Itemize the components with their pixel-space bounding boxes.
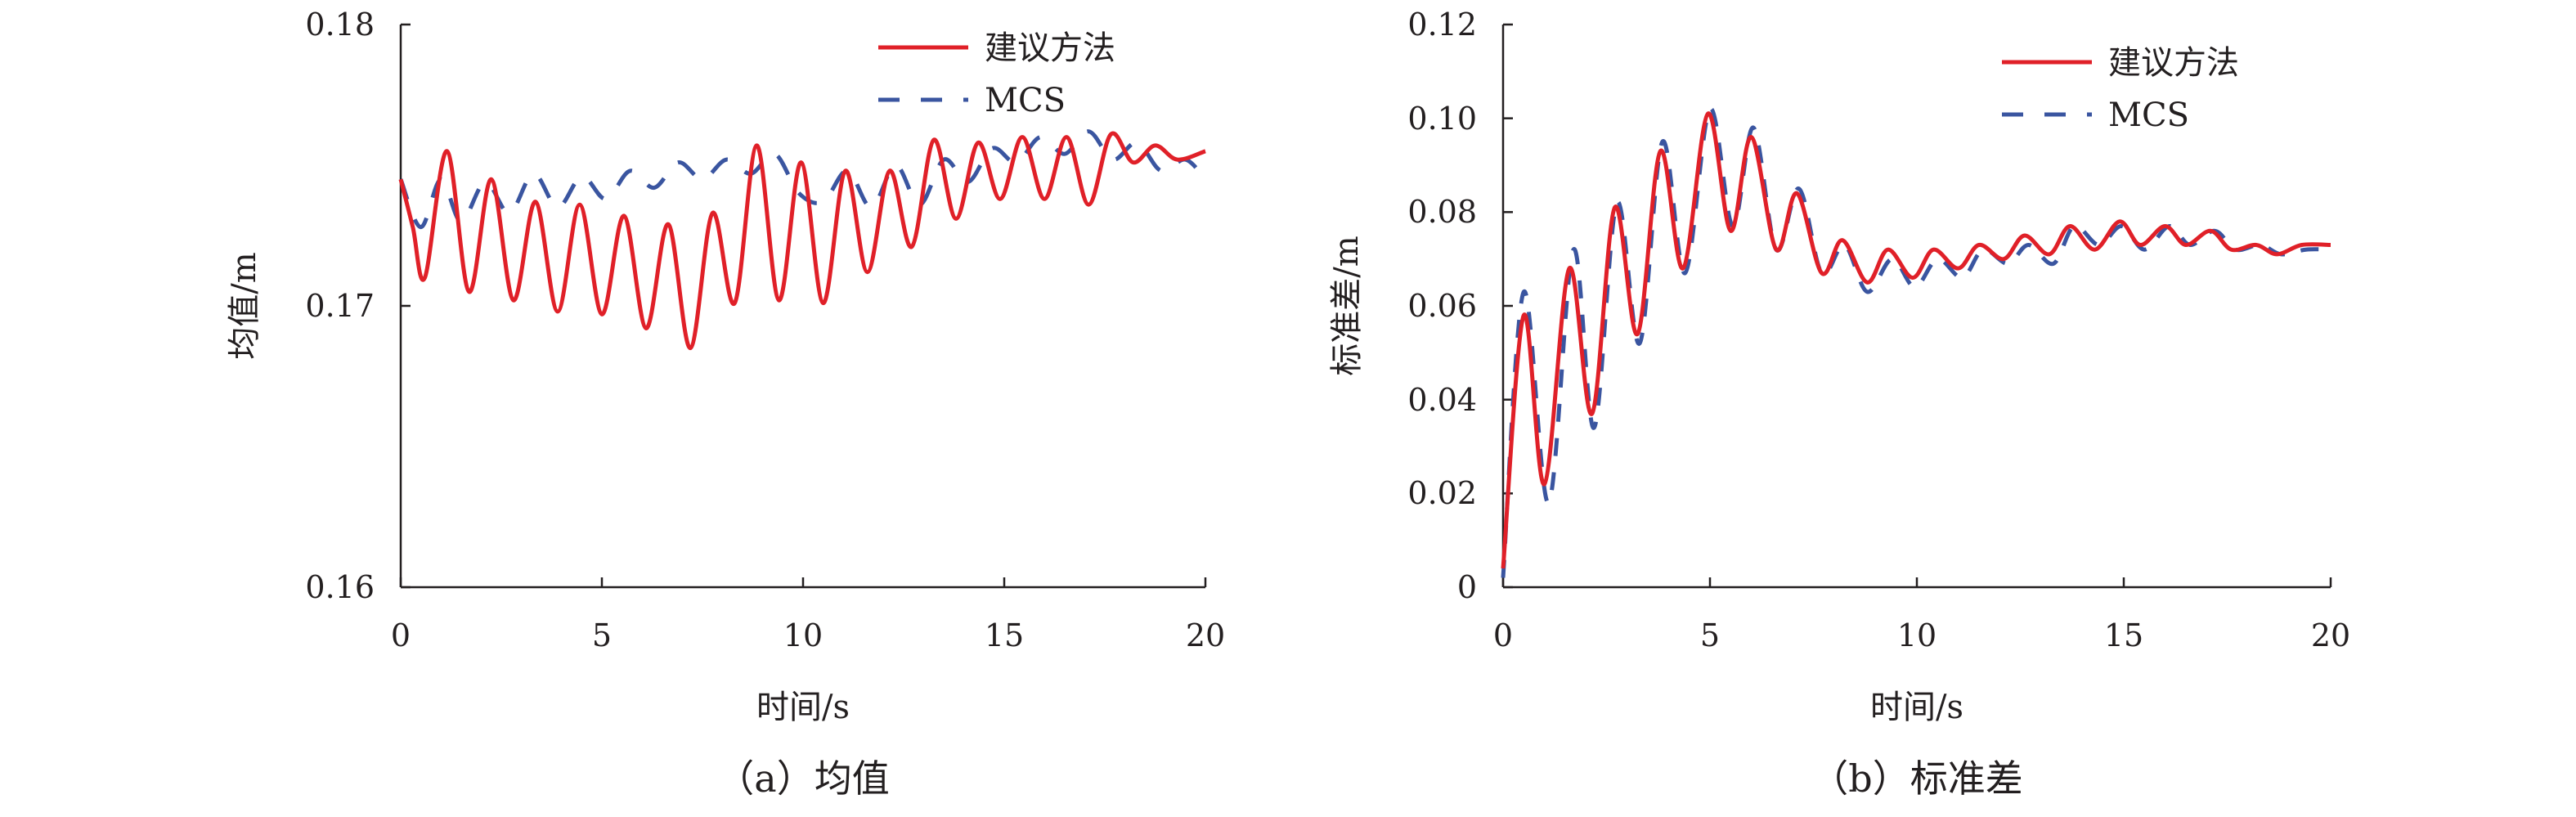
y-tick-label: 0.06 — [1407, 288, 1477, 324]
legend-label-proposed: 建议方法 — [2108, 44, 2239, 82]
x-axis-label: 时间/s — [756, 689, 850, 726]
y-tick-label: 0.04 — [1407, 382, 1477, 418]
series-line-mcs — [398, 129, 1207, 230]
series-line-proposed — [398, 131, 1206, 351]
x-tick-label: 5 — [592, 617, 612, 653]
x-tick-label: 10 — [783, 617, 823, 653]
x-tick-label: 20 — [2311, 617, 2350, 653]
y-tick-label: 0.10 — [1407, 101, 1477, 137]
chart-panel-std: 0 5 10 15 20 0 0.02 0.04 0.06 0.08 0.10 … — [1328, 7, 2350, 801]
x-tick-label: 0 — [391, 617, 411, 653]
chart-caption: （b）标准差 — [1811, 756, 2022, 801]
legend-label-proposed: 建议方法 — [985, 29, 1115, 67]
y-tick-label: 0.12 — [1407, 7, 1477, 43]
y-tick-label: 0.17 — [305, 288, 375, 324]
legend-label-mcs: MCS — [985, 82, 1066, 119]
x-tick-label: 15 — [985, 617, 1024, 653]
legend: 建议方法 MCS — [2002, 44, 2239, 134]
x-tick-label: 20 — [1186, 617, 1225, 653]
x-axis-label: 时间/s — [1870, 689, 1963, 726]
legend-label-mcs: MCS — [2108, 97, 2189, 134]
y-axis-label: 标准差/m — [1328, 236, 1366, 375]
chart-caption: （a）均值 — [716, 756, 889, 801]
y-tick-label: 0.02 — [1407, 475, 1477, 511]
tick-marks — [1501, 23, 2332, 589]
y-axis-label: 均值/m — [226, 252, 263, 359]
legend: 建议方法 MCS — [878, 29, 1115, 119]
tick-marks — [399, 23, 1207, 589]
x-tick-label: 15 — [2104, 617, 2143, 653]
x-tick-label: 5 — [1700, 617, 1720, 653]
x-tick-label: 10 — [1897, 617, 1936, 653]
chart-panel-mean: 0 5 10 15 20 0.16 0.17 0.18 时间/s 均值/m （a… — [226, 7, 1225, 801]
series-line-mcs — [1501, 106, 2331, 578]
y-tick-label: 0.16 — [305, 569, 375, 605]
y-tick-label: 0.08 — [1407, 194, 1477, 230]
y-tick-label: 0.18 — [305, 7, 375, 43]
x-tick-label: 0 — [1493, 617, 1513, 653]
series-line-proposed — [1501, 111, 2331, 569]
y-tick-label: 0 — [1457, 569, 1477, 605]
